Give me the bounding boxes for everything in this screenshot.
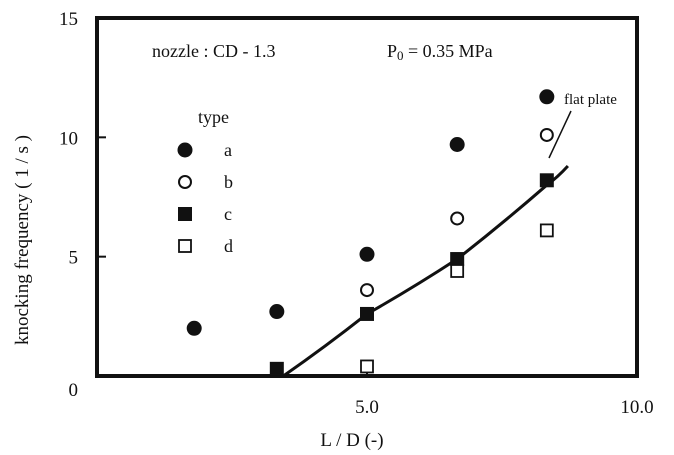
plot-border <box>95 16 639 378</box>
annotations: nozzle : CD - 1.3 P0 = 0.35 MPa flat plate <box>152 41 617 159</box>
point-b <box>360 283 374 298</box>
point-d <box>360 359 374 374</box>
pressure-annotation: P0 = 0.35 MPa <box>387 41 493 63</box>
point-b <box>450 211 465 226</box>
point-c <box>539 173 554 188</box>
x-tick-label: 10.0 <box>620 397 653 418</box>
legend-marker-c <box>178 207 192 221</box>
point-a <box>186 320 202 336</box>
plot-frame <box>95 16 639 378</box>
x-axis-label: L / D (-) <box>320 430 383 451</box>
curve-label-leader <box>548 110 572 159</box>
y-tick-label: 0 <box>69 380 79 401</box>
point-a <box>269 304 285 320</box>
tick-labels: 5.0 10.0 0 5 10 15 <box>59 9 654 418</box>
legend-label-c: c <box>224 204 232 224</box>
legend-title: type <box>198 107 229 127</box>
legend-marker-d <box>178 239 192 253</box>
flat-plate-curve <box>282 164 569 378</box>
point-d <box>450 264 465 278</box>
point-c <box>360 306 374 321</box>
legend-label-b: b <box>224 172 233 192</box>
x-tick-label: 5.0 <box>355 397 379 418</box>
point-a <box>359 246 375 262</box>
points-layer <box>186 89 555 376</box>
y-axis-label: knocking frequency ( 1 / s ) <box>12 135 33 345</box>
point-a <box>539 89 555 105</box>
point-d <box>539 223 554 238</box>
legend-label-a: a <box>224 140 232 160</box>
y-tick-label: 5 <box>69 248 79 269</box>
axis-labels: L / D (-) knocking frequency ( 1 / s ) <box>12 135 384 451</box>
legend-marker-a <box>177 142 193 158</box>
curve-layer <box>282 164 569 378</box>
point-a <box>449 136 465 152</box>
point-b <box>539 127 554 142</box>
point-c <box>450 252 465 267</box>
nozzle-annotation: nozzle : CD - 1.3 <box>152 41 275 61</box>
curve-label: flat plate <box>564 92 617 108</box>
legend-marker-b <box>178 175 192 189</box>
y-tick-label: 10 <box>59 128 78 149</box>
legend-label-d: d <box>224 236 233 256</box>
y-tick-label: 15 <box>59 9 78 30</box>
point-c <box>269 361 284 376</box>
